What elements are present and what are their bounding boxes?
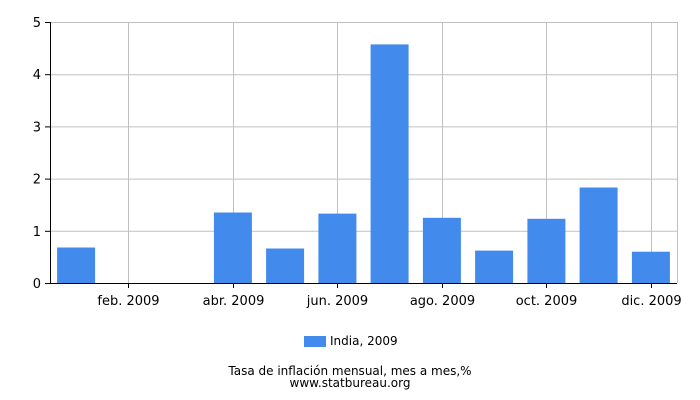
x-tick-label: ago. 2009 [410,294,475,309]
legend: India, 2009 [304,334,398,348]
bar [631,251,670,283]
bar [579,187,618,283]
bar [57,247,96,283]
x-tick-label: jun. 2009 [306,294,368,309]
x-tick-labels: feb. 2009 abr. 2009 jun. 2009 ago. 2009 oct.… [97,294,681,309]
bar [318,213,357,283]
x-tick-label: feb. 2009 [97,294,159,309]
bar [370,44,409,284]
bar [475,250,514,283]
y-tick-label: 5 [33,16,41,31]
x-tick-label: oct. 2009 [516,294,578,309]
bar [527,218,566,283]
bars [57,44,670,284]
y-tick-label: 1 [33,225,41,240]
bar [266,248,305,283]
axes [45,22,677,288]
grid [50,22,678,284]
y-tick-label: 4 [33,68,41,83]
chart-subtitle: www.statbureau.org [289,376,411,390]
x-tick-label: abr. 2009 [203,294,265,309]
bar [422,217,461,284]
bar [213,212,252,283]
y-tick-label: 0 [33,277,41,292]
y-tick-label: 3 [33,120,41,135]
legend-swatch [304,335,326,347]
y-tick-labels: 0 1 2 3 4 5 [33,16,41,292]
x-tick-label: dic. 2009 [621,294,681,309]
chart-title: Tasa de inflación mensual, mes a mes,% [228,364,472,378]
legend-label: India, 2009 [330,334,398,348]
y-tick-label: 2 [33,173,41,188]
